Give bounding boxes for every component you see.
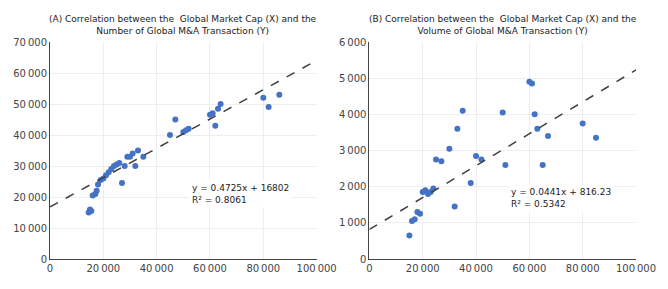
svg-text:y = 0.4725x + 16802R² = 0.8061: y = 0.4725x + 16802R² = 0.8061 — [192, 183, 289, 205]
svg-text:2 000: 2 000 — [339, 181, 366, 192]
svg-text:1 000: 1 000 — [339, 217, 366, 228]
svg-text:0: 0 — [47, 263, 53, 274]
svg-text:60 000: 60 000 — [193, 263, 227, 274]
svg-text:20 000: 20 000 — [86, 263, 120, 274]
svg-text:20 000: 20 000 — [406, 263, 440, 274]
svg-text:0: 0 — [41, 254, 47, 265]
svg-text:80 000: 80 000 — [566, 263, 600, 274]
svg-text:(B) Correlation between the G: (B) Correlation between the Global Marke… — [369, 14, 637, 36]
svg-text:100 000: 100 000 — [297, 263, 337, 274]
svg-text:60 000: 60 000 — [13, 68, 47, 79]
svg-text:3 000: 3 000 — [339, 145, 366, 156]
svg-text:30 000: 30 000 — [13, 161, 47, 172]
svg-text:40 000: 40 000 — [13, 130, 47, 141]
svg-text:60 000: 60 000 — [512, 263, 546, 274]
svg-text:20 000: 20 000 — [13, 192, 47, 203]
svg-text:70 000: 70 000 — [13, 37, 47, 48]
svg-text:50 000: 50 000 — [13, 99, 47, 110]
svg-text:40 000: 40 000 — [140, 263, 174, 274]
svg-text:y = 0.0441x + 816.23R² = 0.534: y = 0.0441x + 816.23R² = 0.5342 — [511, 187, 611, 209]
svg-text:100 000: 100 000 — [616, 263, 656, 274]
svg-text:0: 0 — [366, 263, 372, 274]
svg-text:10 000: 10 000 — [13, 223, 47, 234]
svg-text:40 000: 40 000 — [459, 263, 493, 274]
svg-text:4 000: 4 000 — [339, 109, 366, 120]
svg-text:5 000: 5 000 — [339, 73, 366, 84]
svg-text:6 000: 6 000 — [339, 37, 366, 48]
svg-text:0: 0 — [360, 254, 366, 265]
svg-text:80 000: 80 000 — [246, 263, 280, 274]
svg-text:(A) Correlation between the G: (A) Correlation between the Global Marke… — [49, 14, 317, 36]
